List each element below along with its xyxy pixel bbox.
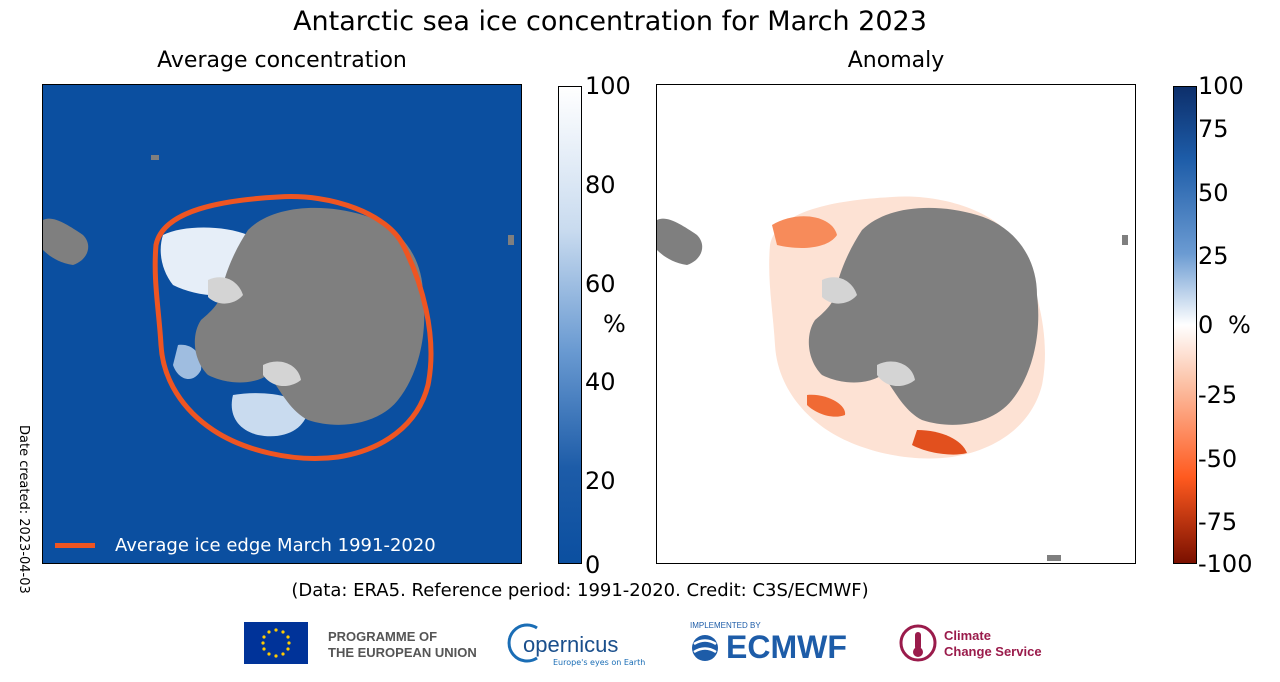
eu-programme-line2: THE EUROPEAN UNION — [328, 645, 477, 660]
colorbar-tick: -100 — [1198, 550, 1253, 578]
anomaly-colorbar — [1173, 86, 1197, 564]
anomaly-weddell — [772, 216, 837, 248]
colorbar-unit: % — [1228, 311, 1251, 339]
panel-subtitle-anomaly: Anomaly — [847, 48, 945, 73]
c3s-line2: Change Service — [944, 644, 1042, 659]
anomaly-map-svg — [657, 196, 1128, 561]
colorbar-tick: 75 — [1198, 115, 1229, 143]
chart-title: Antarctic sea ice concentration for Marc… — [293, 6, 927, 37]
colorbar-unit: % — [603, 310, 626, 338]
copernicus-logo: opernicus Europe's eyes on Earth — [505, 620, 645, 670]
south-america-tip — [657, 218, 703, 265]
legend-label: Average ice edge March 1991-2020 — [115, 535, 436, 556]
average-map-svg — [43, 155, 514, 461]
credit-line: (Data: ERA5. Reference period: 1991-2020… — [291, 580, 869, 601]
copernicus-wordmark: opernicus — [523, 632, 619, 657]
average-concentration-map: Average ice edge March 1991-2020 — [42, 84, 522, 564]
colorbar-tick: 100 — [585, 72, 631, 100]
colorbar-tick: 60 — [585, 270, 616, 298]
ecmwf-waves-icon — [690, 633, 730, 663]
c3s-line1: Climate — [944, 628, 991, 643]
island — [508, 235, 514, 245]
eu-programme-line1: PROGRAMME OF — [328, 629, 438, 644]
colorbar-tick: 20 — [585, 467, 616, 495]
colorbar-tick: 100 — [1198, 72, 1244, 100]
amundsen-sea-ice — [173, 344, 202, 380]
copernicus-c-icon — [507, 623, 538, 663]
colorbar-tick: 0 — [585, 551, 601, 579]
average-ice-edge-line — [152, 194, 434, 461]
antarctica-land — [808, 207, 1039, 425]
anomaly-ross — [912, 430, 967, 455]
ross-ice-shelf — [877, 361, 915, 387]
anomaly-amundsen — [807, 394, 846, 417]
ross-ice-shelf — [263, 361, 301, 387]
island — [1122, 235, 1128, 245]
ross-sea-ice — [231, 393, 308, 437]
ronne-ice-shelf — [208, 277, 243, 304]
legend-swatch — [55, 543, 95, 548]
colorbar-tick: 50 — [1198, 179, 1229, 207]
island — [151, 155, 159, 160]
colorbar-tick: -25 — [1198, 381, 1238, 409]
colorbar-tick: 80 — [585, 171, 616, 199]
panel-subtitle-average: Average concentration — [157, 48, 407, 73]
c3s-logo-icon — [898, 622, 938, 664]
copernicus-tagline: Europe's eyes on Earth — [553, 658, 646, 667]
ecmwf-implemented-by: IMPLEMENTED BY — [690, 621, 761, 630]
date-created: Date created: 2023-04-03 — [16, 425, 31, 594]
ronne-ice-shelf — [822, 277, 857, 304]
anomaly-map — [656, 84, 1136, 564]
colorbar-tick: 0 — [1198, 311, 1214, 339]
south-america-tip — [43, 218, 89, 265]
concentration-colorbar — [558, 86, 582, 564]
ecmwf-wordmark: ECMWF — [726, 629, 847, 665]
colorbar-tick: -50 — [1198, 445, 1238, 473]
colorbar-tick: 25 — [1198, 242, 1229, 270]
colorbar-tick: 40 — [585, 368, 616, 396]
island — [1047, 555, 1061, 561]
eu-flag-icon — [244, 622, 308, 664]
colorbar-tick: -75 — [1198, 508, 1238, 536]
antarctica-land — [194, 207, 425, 425]
